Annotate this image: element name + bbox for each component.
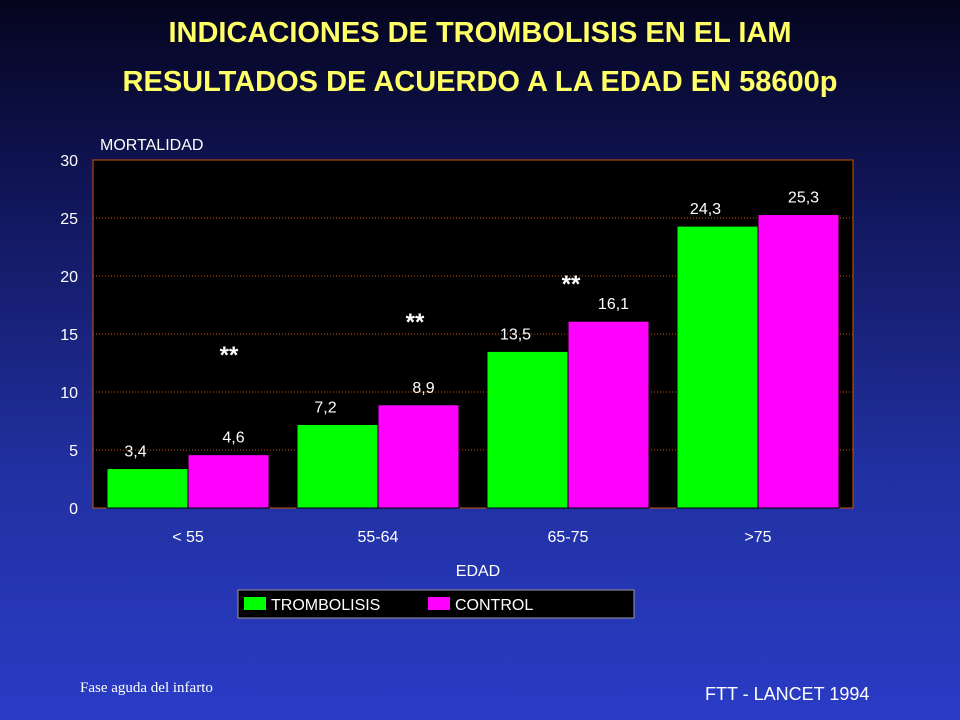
slide-subtitle: RESULTADOS DE ACUERDO A LA EDAD EN 58600…	[122, 66, 838, 98]
legend-label: TROMBOLISIS	[271, 597, 380, 614]
source-citation: FTT - LANCET 1994	[705, 684, 870, 704]
x-tick-label: < 55	[172, 529, 204, 546]
y-tick-label: 0	[69, 501, 78, 518]
x-axis-label: EDAD	[456, 563, 500, 580]
slide-title: INDICACIONES DE TROMBOLISIS EN EL IAM	[168, 17, 792, 49]
data-label: 24,3	[690, 201, 721, 218]
legend-swatch-trombolisis	[244, 597, 266, 610]
y-tick-label: 25	[60, 211, 78, 228]
y-tick-label: 10	[60, 385, 78, 402]
x-tick-label: 55-64	[358, 529, 399, 546]
legend-swatch-control	[428, 597, 450, 610]
data-label: 8,9	[412, 380, 434, 397]
bar-trombolisis	[676, 225, 759, 509]
bar-trombolisis	[296, 423, 379, 509]
significance-marker: **	[220, 342, 239, 369]
x-tick-label: 65-75	[548, 529, 589, 546]
y-tick-label: 20	[60, 269, 78, 286]
bar-control	[757, 214, 840, 509]
bar-control	[187, 454, 270, 509]
data-label: 13,5	[500, 326, 531, 343]
y-tick-label: 30	[60, 153, 78, 170]
significance-marker: **	[406, 309, 425, 336]
data-label: 4,6	[222, 430, 244, 447]
bar-trombolisis	[486, 350, 569, 509]
data-label: 3,4	[124, 444, 146, 461]
bar-control	[377, 404, 460, 509]
data-label: 16,1	[598, 296, 629, 313]
bar-control	[567, 320, 650, 509]
data-label: 25,3	[788, 190, 819, 207]
y-tick-label: 15	[60, 327, 78, 344]
x-tick-label: >75	[744, 529, 771, 546]
footer-note: Fase aguda del infarto	[80, 680, 213, 696]
data-label: 7,2	[314, 399, 336, 416]
y-axis-label: MORTALIDAD	[100, 137, 203, 154]
y-tick-label: 5	[69, 443, 78, 460]
significance-marker: **	[562, 271, 581, 298]
legend-label: CONTROL	[455, 597, 533, 614]
bar-trombolisis	[106, 468, 189, 509]
